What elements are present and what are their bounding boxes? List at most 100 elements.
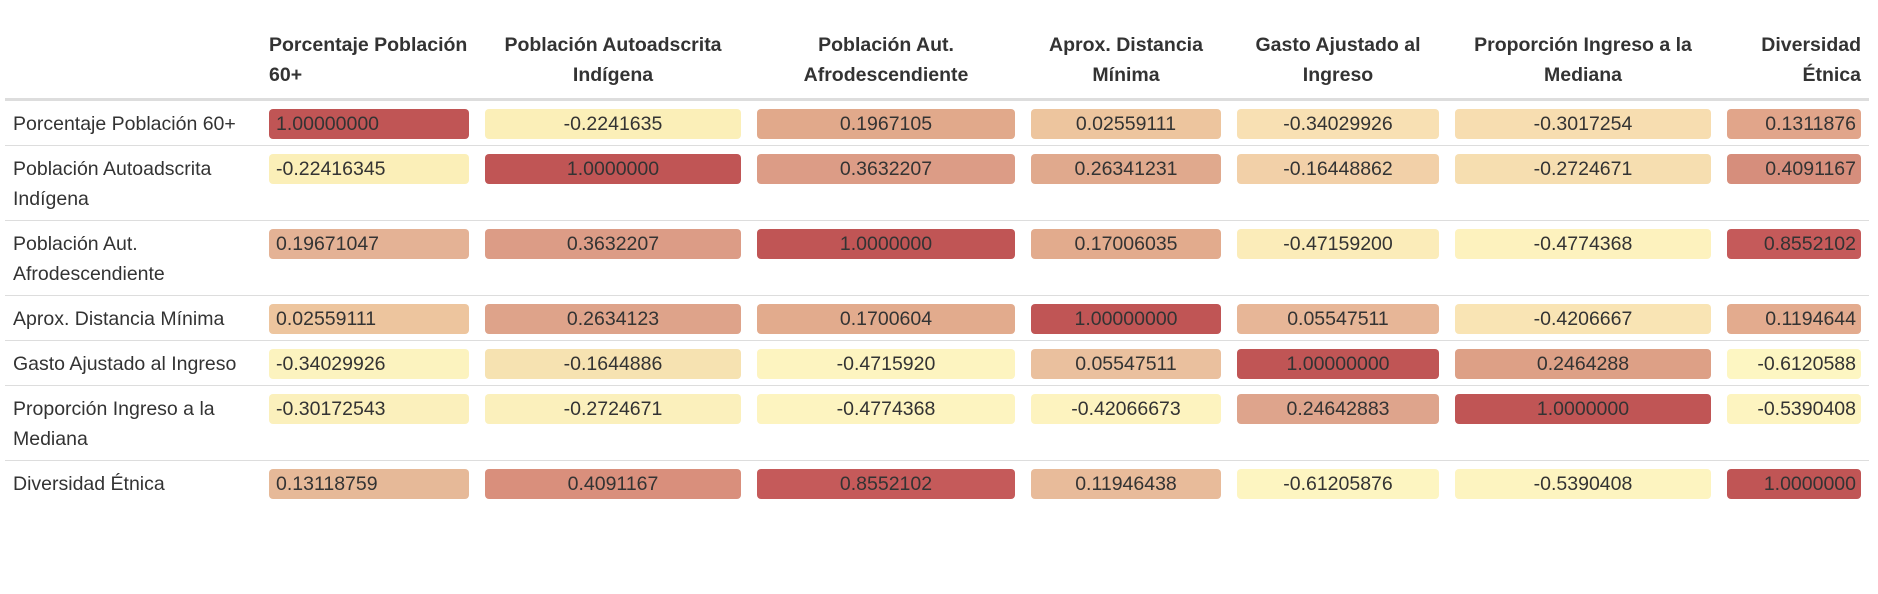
column-header: Población Aut. Afrodescendiente <box>749 24 1023 101</box>
correlation-table: Porcentaje Población 60+ Población Autoa… <box>5 24 1869 505</box>
correlation-value-cell: -0.61205876 <box>1237 469 1439 499</box>
table-cell: -0.6120588 <box>1719 340 1869 386</box>
correlation-value-cell: -0.4774368 <box>1455 229 1711 259</box>
table-cell: 0.4091167 <box>477 460 749 505</box>
table-cell: 1.00000000 <box>1229 340 1447 386</box>
correlation-value-cell: 1.00000000 <box>1031 304 1221 334</box>
correlation-value-cell: 0.19671047 <box>269 229 469 259</box>
correlation-value-cell: 0.3632207 <box>757 154 1015 184</box>
table-cell: 0.02559111 <box>261 295 477 341</box>
table-cell: 0.05547511 <box>1229 295 1447 341</box>
table-cell: 1.00000000 <box>261 100 477 146</box>
table-cell: 0.02559111 <box>1023 100 1229 146</box>
row-label: Población Autoadscrita Indígena <box>5 145 261 221</box>
table-cell: -0.4206667 <box>1447 295 1719 341</box>
table-cell: 0.3632207 <box>477 220 749 296</box>
correlation-value-cell: -0.16448862 <box>1237 154 1439 184</box>
correlation-value-cell: 0.13118759 <box>269 469 469 499</box>
correlation-value-cell: -0.30172543 <box>269 394 469 424</box>
column-header: Diversidad Étnica <box>1719 24 1869 101</box>
correlation-value-cell: 0.02559111 <box>1031 109 1221 139</box>
table-row: Gasto Ajustado al Ingreso -0.34029926 -0.1… <box>5 340 1869 386</box>
correlation-value-cell: 1.00000000 <box>1237 349 1439 379</box>
correlation-value-cell: 0.4091167 <box>1727 154 1861 184</box>
table-cell: 0.2634123 <box>477 295 749 341</box>
table-cell: 0.24642883 <box>1229 385 1447 461</box>
correlation-value-cell: 0.8552102 <box>757 469 1015 499</box>
correlation-value-cell: 1.0000000 <box>757 229 1015 259</box>
table-cell: 0.13118759 <box>261 460 477 505</box>
table-cell: -0.22416345 <box>261 145 477 221</box>
table-cell: -0.5390408 <box>1719 385 1869 461</box>
correlation-value-cell: -0.34029926 <box>269 349 469 379</box>
table-cell: -0.34029926 <box>261 340 477 386</box>
column-header: Porcentaje Población 60+ <box>261 24 477 101</box>
table-cell: -0.3017254 <box>1447 100 1719 146</box>
table-cell: 0.4091167 <box>1719 145 1869 221</box>
correlation-value-cell: 0.05547511 <box>1237 304 1439 334</box>
correlation-value-cell: 0.8552102 <box>1727 229 1861 259</box>
header-row: Porcentaje Población 60+ Población Autoa… <box>5 24 1869 101</box>
correlation-value-cell: 0.3632207 <box>485 229 741 259</box>
correlation-value-cell: -0.2724671 <box>485 394 741 424</box>
row-label: Porcentaje Población 60+ <box>13 113 236 135</box>
table-row: Aprox. Distancia Mínima 0.02559111 0.26341… <box>5 295 1869 341</box>
table-cell: 0.3632207 <box>749 145 1023 221</box>
table-cell: 0.1700604 <box>749 295 1023 341</box>
table-cell: 0.11946438 <box>1023 460 1229 505</box>
correlation-value-cell: -0.4715920 <box>757 349 1015 379</box>
table-cell: 0.1311876 <box>1719 100 1869 146</box>
correlation-value-cell: 1.0000000 <box>485 154 741 184</box>
correlation-value-cell: -0.6120588 <box>1727 349 1861 379</box>
table-cell: 0.26341231 <box>1023 145 1229 221</box>
correlation-value-cell: 0.2634123 <box>485 304 741 334</box>
table-row: Población Autoadscrita Indígena -0.224163… <box>5 145 1869 221</box>
correlation-value-cell: 0.1967105 <box>757 109 1015 139</box>
column-header: Aprox. Distancia Mínima <box>1023 24 1229 101</box>
correlation-value-cell: 0.26341231 <box>1031 154 1221 184</box>
table-cell: -0.1644886 <box>477 340 749 386</box>
table-cell: -0.30172543 <box>261 385 477 461</box>
table-cell: -0.5390408 <box>1447 460 1719 505</box>
table-cell: 0.19671047 <box>261 220 477 296</box>
correlation-value-cell: -0.47159200 <box>1237 229 1439 259</box>
table-cell: 0.1967105 <box>749 100 1023 146</box>
correlation-value-cell: 0.1311876 <box>1727 109 1861 139</box>
correlation-value-cell: 0.1700604 <box>757 304 1015 334</box>
row-label: Diversidad Étnica <box>5 460 261 505</box>
row-label: Gasto Ajustado al Ingreso <box>5 340 261 386</box>
correlation-value-cell: 0.17006035 <box>1031 229 1221 259</box>
column-header: Proporción Ingreso a la Mediana <box>1447 24 1719 101</box>
correlation-value-cell: -0.2241635 <box>485 109 741 139</box>
correlation-value-cell: -0.5390408 <box>1727 394 1861 424</box>
correlation-value-cell: 0.24642883 <box>1237 394 1439 424</box>
correlation-value-cell: 0.02559111 <box>269 304 469 334</box>
correlation-value-cell: 1.0000000 <box>1455 394 1711 424</box>
table-cell: -0.4774368 <box>1447 220 1719 296</box>
correlation-value-cell: 0.05547511 <box>1031 349 1221 379</box>
table-row: Porcentaje Población 60+ 1.00000000 -0.224… <box>5 100 1869 146</box>
table-cell: -0.4774368 <box>749 385 1023 461</box>
correlation-value-cell: -0.2724671 <box>1455 154 1711 184</box>
corner-header-cell <box>5 24 261 101</box>
correlation-value-cell: -0.42066673 <box>1031 394 1221 424</box>
correlation-value-cell: 1.0000000 <box>1727 469 1861 499</box>
table-cell: -0.2241635 <box>477 100 749 146</box>
table-cell: -0.2724671 <box>1447 145 1719 221</box>
table-cell: 1.00000000 <box>1023 295 1229 341</box>
correlation-value-cell: -0.1644886 <box>485 349 741 379</box>
correlation-value-cell: 0.11946438 <box>1031 469 1221 499</box>
table-cell: 0.8552102 <box>1719 220 1869 296</box>
table-body: Porcentaje Población 60+ 1.00000000 -0.224… <box>5 100 1869 505</box>
table-cell: 0.2464288 <box>1447 340 1719 386</box>
table-cell: -0.42066673 <box>1023 385 1229 461</box>
table-cell: 1.0000000 <box>749 220 1023 296</box>
row-label: Población Aut. Afrodescendiente <box>5 220 261 296</box>
table-cell: -0.47159200 <box>1229 220 1447 296</box>
correlation-value-cell: 0.2464288 <box>1455 349 1711 379</box>
correlation-value-cell: 1.00000000 <box>269 109 469 139</box>
table-cell: -0.16448862 <box>1229 145 1447 221</box>
table-cell: 1.0000000 <box>1719 460 1869 505</box>
table-cell: 1.0000000 <box>477 145 749 221</box>
